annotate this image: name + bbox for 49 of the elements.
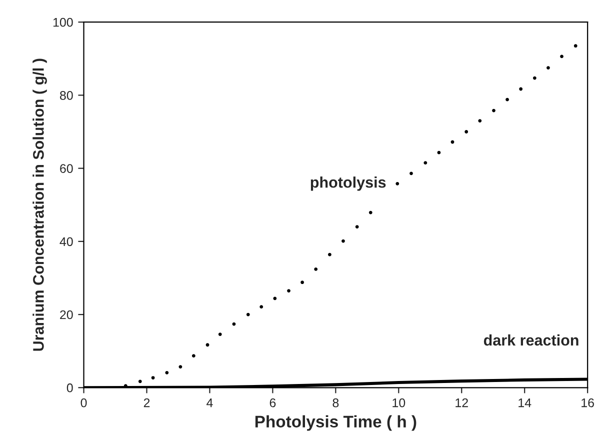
point [178,365,182,368]
point [260,305,264,309]
y-axis-title: Uranium Concentration in Solution ( g/l ) [32,58,47,351]
point [206,343,210,347]
point [396,182,400,186]
x-tick-label: 0 [80,398,87,408]
point [464,130,468,134]
y-tick-label: 20 [60,310,73,320]
point [192,354,196,358]
point [410,172,413,176]
point [300,280,304,284]
y-tick-label: 60 [60,164,73,173]
point [342,239,345,243]
point [287,289,290,292]
point [151,376,155,380]
x-tick-label: 10 [392,398,406,408]
point [165,370,169,374]
point [246,312,250,316]
point [437,150,441,154]
point [478,119,482,122]
y-tick-label: 100 [53,18,73,27]
point [218,332,222,336]
y-tick-label: 40 [60,237,73,246]
point [355,225,359,228]
point [424,161,428,165]
point [532,76,536,80]
text: dark reaction [484,334,578,346]
x-tick-label: 8 [332,398,339,408]
y-tick-label: 0 [66,383,73,392]
x-tick-label: 4 [206,398,213,408]
y-tick-label: 80 [60,91,73,100]
series-label: photolysis [310,176,386,191]
point [574,44,578,48]
point [314,268,318,271]
x-tick-label: 16 [582,398,594,408]
point [368,210,372,214]
x-tick-label: 2 [144,398,150,408]
point [506,98,509,102]
x-tick-label: 14 [518,398,532,408]
point [560,54,564,58]
point [273,296,277,300]
x-tick-label: 12 [456,398,468,408]
point [492,108,496,112]
x-tick-label: 6 [270,398,276,408]
x-axis-title: Photolysis Time ( h ) [255,415,416,431]
point [138,380,142,384]
point [519,87,523,91]
point [546,66,550,70]
point [328,252,332,256]
